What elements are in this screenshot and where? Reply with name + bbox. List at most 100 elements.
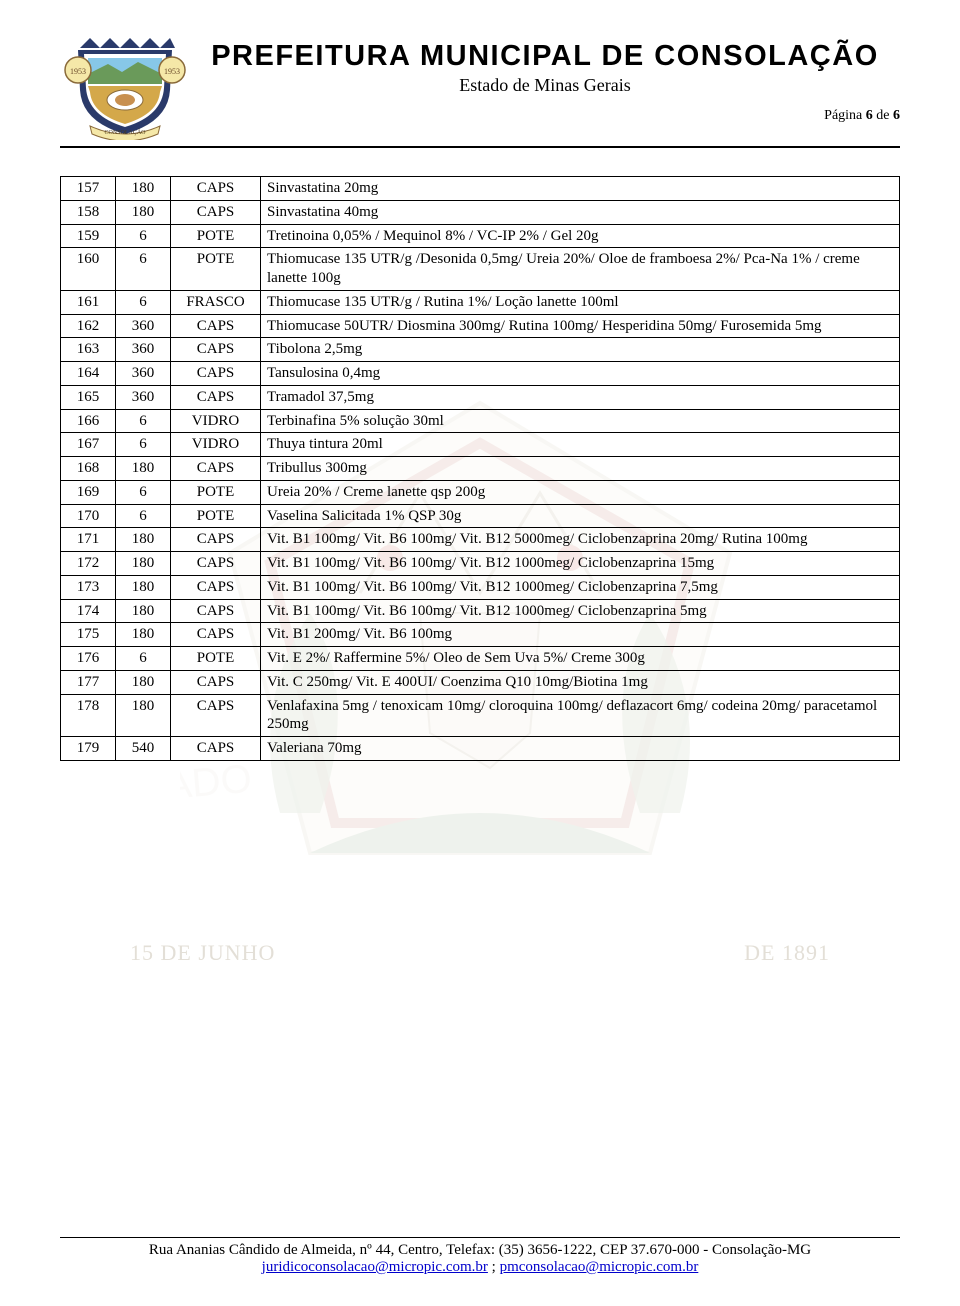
row-quantity: 6: [116, 409, 171, 433]
row-quantity: 180: [116, 694, 171, 737]
footer-email-2[interactable]: pmconsolacao@micropic.com.br: [500, 1259, 699, 1275]
watermark-date-right: DE 1891: [744, 940, 830, 966]
row-quantity: 6: [116, 290, 171, 314]
row-description: Vit. B1 100mg/ Vit. B6 100mg/ Vit. B12 5…: [261, 528, 900, 552]
row-description: Ureia 20% / Creme lanette qsp 200g: [261, 480, 900, 504]
row-unit: CAPS: [171, 670, 261, 694]
table-row: 164360CAPSTansulosina 0,4mg: [61, 362, 900, 386]
row-description: Tansulosina 0,4mg: [261, 362, 900, 386]
row-number: 164: [61, 362, 116, 386]
page-number: Página 6 de 6: [824, 108, 900, 124]
table-row: 172180CAPSVit. B1 100mg/ Vit. B6 100mg/ …: [61, 552, 900, 576]
table-row: 1666VIDROTerbinafina 5% solução 30ml: [61, 409, 900, 433]
row-description: Vit. E 2%/ Raffermine 5%/ Oleo de Sem Uv…: [261, 647, 900, 671]
document-footer: Rua Ananias Cândido de Almeida, nº 44, C…: [60, 1237, 900, 1276]
row-description: Thuya tintura 20ml: [261, 433, 900, 457]
row-description: Venlafaxina 5mg / tenoxicam 10mg/ cloroq…: [261, 694, 900, 737]
row-unit: POTE: [171, 647, 261, 671]
watermark-date-left: 15 DE JUNHO: [130, 940, 275, 966]
row-unit: VIDRO: [171, 433, 261, 457]
svg-text:1953: 1953: [164, 67, 180, 76]
table-row: 178180CAPSVenlafaxina 5mg / tenoxicam 10…: [61, 694, 900, 737]
row-number: 173: [61, 575, 116, 599]
row-quantity: 180: [116, 623, 171, 647]
row-quantity: 360: [116, 338, 171, 362]
row-description: Thiomucase 135 UTR/g / Rutina 1%/ Loção …: [261, 290, 900, 314]
row-unit: CAPS: [171, 575, 261, 599]
row-description: Tretinoina 0,05% / Mequinol 8% / VC-IP 2…: [261, 224, 900, 248]
row-unit: CAPS: [171, 385, 261, 409]
row-quantity: 6: [116, 224, 171, 248]
row-description: Valeriana 70mg: [261, 737, 900, 761]
table-row: 171180CAPSVit. B1 100mg/ Vit. B6 100mg/ …: [61, 528, 900, 552]
footer-email-1[interactable]: juridicoconsolacao@micropic.com.br: [262, 1259, 488, 1275]
table-row: 163360CAPSTibolona 2,5mg: [61, 338, 900, 362]
row-unit: CAPS: [171, 552, 261, 576]
row-quantity: 180: [116, 177, 171, 201]
row-number: 157: [61, 177, 116, 201]
row-number: 172: [61, 552, 116, 576]
row-description: Tramadol 37,5mg: [261, 385, 900, 409]
row-description: Vaselina Salicitada 1% QSP 30g: [261, 504, 900, 528]
row-unit: CAPS: [171, 599, 261, 623]
row-number: 177: [61, 670, 116, 694]
row-description: Vit. C 250mg/ Vit. E 400UI/ Coenzima Q10…: [261, 670, 900, 694]
row-number: 174: [61, 599, 116, 623]
row-number: 169: [61, 480, 116, 504]
table-row: 173180CAPSVit. B1 100mg/ Vit. B6 100mg/ …: [61, 575, 900, 599]
row-quantity: 360: [116, 385, 171, 409]
row-number: 166: [61, 409, 116, 433]
row-number: 162: [61, 314, 116, 338]
row-quantity: 180: [116, 670, 171, 694]
table-row: 157180CAPSSinvastatina 20mg: [61, 177, 900, 201]
medication-table: 157180CAPSSinvastatina 20mg158180CAPSSin…: [60, 176, 900, 761]
row-number: 161: [61, 290, 116, 314]
table-row: 1696POTEUreia 20% / Creme lanette qsp 20…: [61, 480, 900, 504]
table-row: 177180CAPSVit. C 250mg/ Vit. E 400UI/ Co…: [61, 670, 900, 694]
row-unit: POTE: [171, 224, 261, 248]
table-row: 1606POTEThiomucase 135 UTR/g /Desonida 0…: [61, 248, 900, 291]
row-unit: POTE: [171, 248, 261, 291]
row-description: Tribullus 300mg: [261, 457, 900, 481]
row-description: Tibolona 2,5mg: [261, 338, 900, 362]
table-row: 162360CAPSThiomucase 50UTR/ Diosmina 300…: [61, 314, 900, 338]
table-row: 1676VIDROThuya tintura 20ml: [61, 433, 900, 457]
row-unit: CAPS: [171, 200, 261, 224]
row-quantity: 180: [116, 599, 171, 623]
table-row: 179540CAPSValeriana 70mg: [61, 737, 900, 761]
row-description: Vit. B1 100mg/ Vit. B6 100mg/ Vit. B12 1…: [261, 552, 900, 576]
row-number: 159: [61, 224, 116, 248]
table-row: 175180CAPSVit. B1 200mg/ Vit. B6 100mg: [61, 623, 900, 647]
row-unit: CAPS: [171, 457, 261, 481]
row-unit: VIDRO: [171, 409, 261, 433]
row-number: 176: [61, 647, 116, 671]
row-number: 163: [61, 338, 116, 362]
row-number: 179: [61, 737, 116, 761]
row-unit: CAPS: [171, 737, 261, 761]
row-quantity: 6: [116, 480, 171, 504]
table-row: 1766POTEVit. E 2%/ Raffermine 5%/ Oleo d…: [61, 647, 900, 671]
row-unit: POTE: [171, 480, 261, 504]
row-description: Sinvastatina 20mg: [261, 177, 900, 201]
header-subtitle: Estado de Minas Gerais: [190, 75, 900, 96]
table-row: 1616FRASCOThiomucase 135 UTR/g / Rutina …: [61, 290, 900, 314]
footer-address: Rua Ananias Cândido de Almeida, nº 44, C…: [60, 1242, 900, 1259]
document-header: 1953 1953 CONSOLAÇÃO PREFEITURA MUNICIPA…: [60, 30, 900, 148]
row-quantity: 180: [116, 575, 171, 599]
row-quantity: 180: [116, 552, 171, 576]
svg-text:1953: 1953: [70, 67, 86, 76]
svg-text:ESTADO: ESTADO: [180, 757, 254, 815]
header-title: PREFEITURA MUNICIPAL DE CONSOLAÇÃO: [190, 40, 900, 73]
row-quantity: 360: [116, 314, 171, 338]
row-description: Vit. B1 200mg/ Vit. B6 100mg: [261, 623, 900, 647]
row-quantity: 6: [116, 647, 171, 671]
row-quantity: 6: [116, 248, 171, 291]
row-unit: CAPS: [171, 528, 261, 552]
table-row: 1706POTEVaselina Salicitada 1% QSP 30g: [61, 504, 900, 528]
footer-sep: ;: [488, 1259, 500, 1275]
row-quantity: 540: [116, 737, 171, 761]
row-quantity: 360: [116, 362, 171, 386]
date-watermark: 15 DE JUNHO DE 1891: [130, 940, 830, 966]
table-row: 158180CAPSSinvastatina 40mg: [61, 200, 900, 224]
row-description: Thiomucase 135 UTR/g /Desonida 0,5mg/ Ur…: [261, 248, 900, 291]
